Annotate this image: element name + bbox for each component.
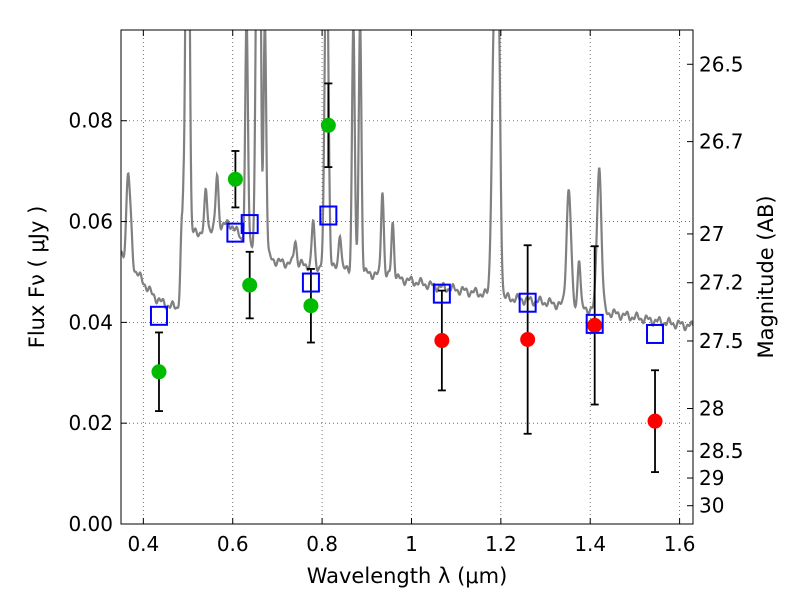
x-tick-label: 1.4: [574, 532, 606, 556]
model-square-marker: [432, 283, 451, 304]
right-tick-label: 28.5: [699, 439, 744, 463]
right-tick-label: 29: [699, 466, 724, 490]
spectrum-layer: [121, 30, 693, 332]
y-axis-label: Flux Fν ( μJy ): [25, 206, 49, 349]
model-square-marker: [518, 292, 537, 313]
optical-data-point: [320, 117, 336, 133]
right-tick-label: 26.5: [699, 52, 744, 76]
y-tick-label: 0.04: [68, 310, 113, 334]
right-tick-label: 27: [699, 222, 724, 246]
x-tick-label: 1.2: [485, 532, 517, 556]
spectrum-line: [121, 30, 693, 332]
x-tick-label: 1.6: [664, 532, 696, 556]
right-tick-label: 28: [699, 397, 724, 421]
plot-frame: [120, 29, 694, 525]
right-tick-label: 30: [699, 494, 724, 518]
nir-data-point: [434, 333, 450, 349]
optical-data-point: [227, 171, 243, 187]
model-square-marker: [149, 305, 168, 326]
model-square-marker: [646, 323, 665, 344]
nir-data-point: [647, 413, 663, 429]
model-square-marker: [319, 205, 338, 226]
axis-ticks: 0.4 0.6 0.8 1 1.2 1.4 1.6 0.00 0.02 0.04 0.06 0.08 2…: [68, 30, 744, 556]
optical-data-point: [303, 298, 319, 314]
y-tick-label: 0.00: [68, 512, 113, 536]
right-tick-label: 27.2: [699, 271, 744, 295]
x-tick-label: 1: [405, 532, 418, 556]
model-square-marker: [585, 313, 604, 334]
x-tick-label: 0.6: [217, 532, 249, 556]
y-tick-label: 0.02: [68, 411, 113, 435]
right-tick-label: 27.5: [699, 329, 744, 353]
plot-background: [121, 30, 693, 524]
x-tick-label: 0.4: [127, 532, 159, 556]
x-axis-label: Wavelength λ (μm): [307, 564, 508, 588]
right-tick-label: 26.7: [699, 130, 744, 154]
right-axis-label: Magnitude (AB): [754, 195, 778, 358]
y-tick-label: 0.08: [68, 109, 113, 133]
data-markers: [149, 117, 665, 429]
model-square-marker: [301, 272, 320, 293]
optical-data-point: [151, 364, 167, 380]
optical-data-point: [242, 277, 258, 293]
nir-data-point: [520, 332, 536, 348]
x-tick-label: 0.8: [306, 532, 338, 556]
model-square-marker: [240, 214, 259, 235]
nir-data-point: [587, 317, 603, 333]
error-bars: [154, 82, 660, 473]
y-tick-label: 0.06: [68, 210, 113, 234]
